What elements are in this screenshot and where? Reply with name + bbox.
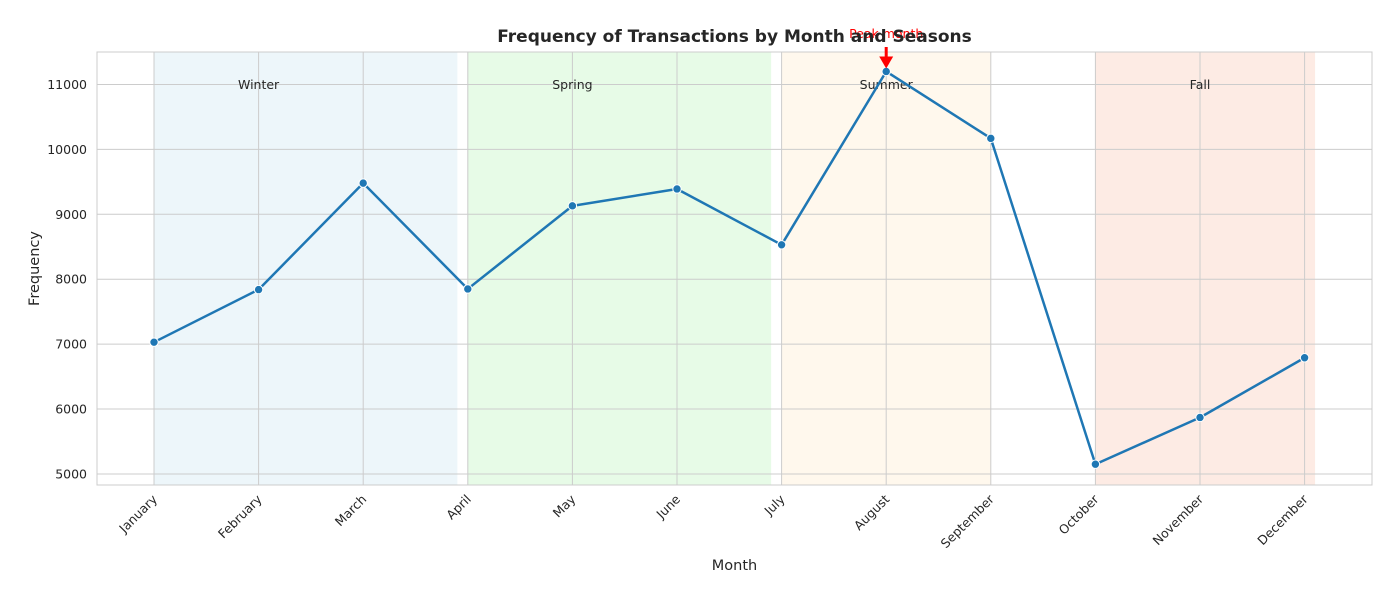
- y-tick-label: 7000: [55, 337, 87, 352]
- x-tick-label: December: [1254, 491, 1311, 548]
- data-point: [463, 284, 473, 294]
- y-tick-label: 11000: [47, 77, 87, 92]
- x-tick-label: July: [761, 491, 789, 519]
- y-tick-label: 5000: [55, 466, 87, 481]
- y-tick-label: 10000: [47, 142, 87, 157]
- season-band-winter: [154, 52, 458, 485]
- data-point: [672, 184, 682, 194]
- x-tick-label: April: [443, 492, 474, 523]
- x-tick-label: May: [550, 491, 579, 520]
- y-tick-label: 6000: [55, 402, 87, 417]
- season-label-fall: Fall: [1190, 77, 1211, 92]
- peak-annotation: Peak month: [849, 26, 923, 69]
- x-tick-labels: January February March April May June July Augu…: [115, 491, 1311, 551]
- annotation-arrow-head: [879, 56, 894, 69]
- data-point: [986, 133, 996, 144]
- plot-frame: [96, 51, 1373, 486]
- season-label-winter: Winter: [238, 77, 280, 92]
- y-tick-labels: 5000 6000 7000 8000 9000 10000 11000: [47, 77, 87, 482]
- y-tick-label: 8000: [55, 272, 87, 287]
- chart-title: Frequency of Transactions by Month and S…: [497, 27, 971, 47]
- data-point: [1299, 353, 1310, 363]
- x-tick-label: November: [1150, 491, 1207, 548]
- data-point: [1195, 412, 1205, 423]
- data-point: [567, 201, 578, 211]
- y-axis-title: Frequency: [27, 231, 43, 306]
- x-tick-label: September: [937, 491, 997, 551]
- x-tick-label: January: [115, 491, 160, 536]
- season-bands: [154, 52, 1316, 485]
- annotation-label: Peak month: [849, 26, 923, 41]
- season-band-fall: [1095, 52, 1316, 485]
- x-tick-label: March: [332, 492, 370, 530]
- series-line-group: [149, 66, 1310, 469]
- series-line: [153, 70, 1306, 466]
- x-axis-title: Month: [712, 558, 757, 574]
- x-tick-label: June: [653, 491, 684, 522]
- data-point: [358, 178, 368, 188]
- x-tick-label: October: [1056, 491, 1103, 538]
- x-tick-label: February: [215, 491, 265, 541]
- data-point: [1090, 459, 1101, 469]
- season-label-spring: Spring: [552, 77, 592, 92]
- season-band-spring: [467, 52, 772, 485]
- data-point: [776, 240, 787, 250]
- x-tick-label: August: [851, 491, 893, 533]
- data-point: [253, 284, 264, 295]
- data-point: [149, 337, 159, 347]
- y-tick-label: 9000: [55, 207, 87, 222]
- data-point: [881, 66, 891, 77]
